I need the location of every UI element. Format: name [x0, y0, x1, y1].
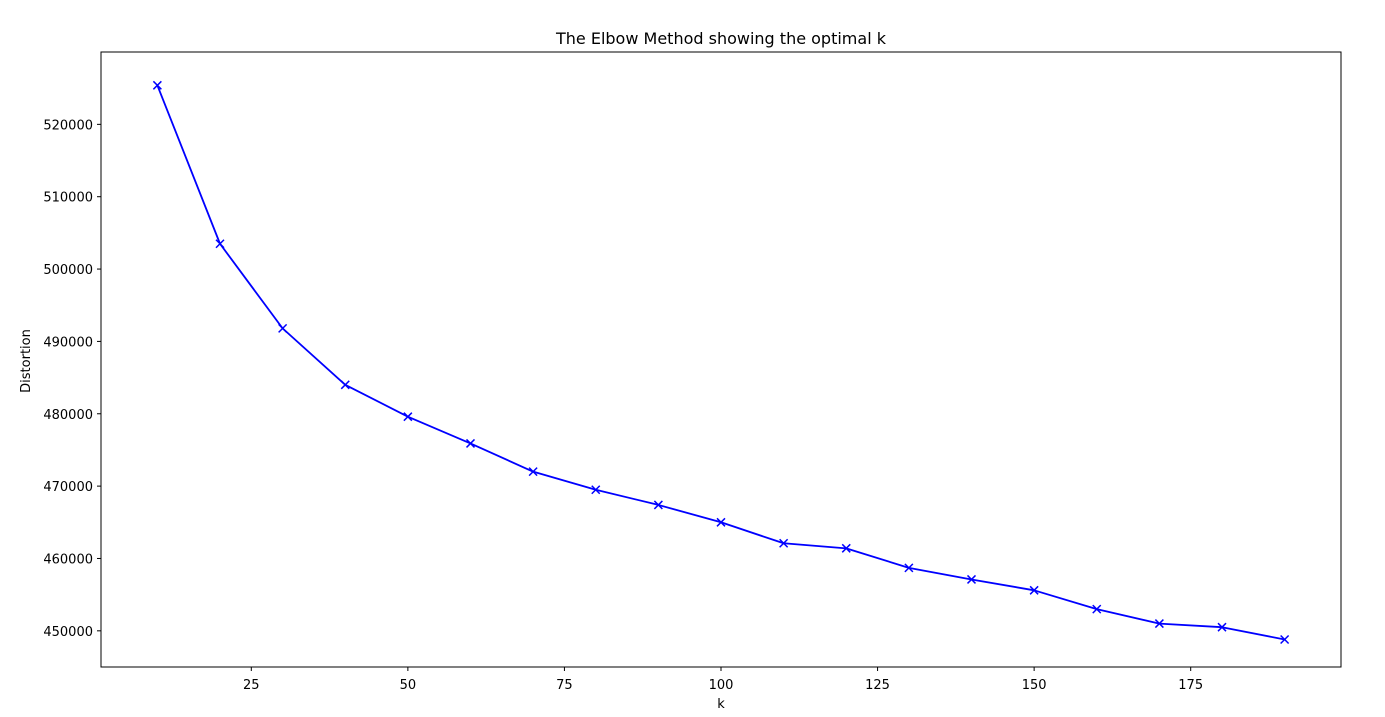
data-point-marker	[278, 323, 288, 333]
y-tick-label: 460000	[43, 552, 93, 567]
data-point-marker	[1092, 604, 1102, 614]
x-tick-label: 175	[1178, 678, 1203, 693]
data-point-marker	[1029, 585, 1039, 595]
y-tick-label: 510000	[43, 191, 93, 206]
x-tick-label: 125	[865, 678, 890, 693]
data-point-marker	[841, 543, 851, 553]
y-tick-label: 500000	[43, 263, 93, 278]
data-point-marker	[152, 80, 162, 90]
data-point-marker	[716, 517, 726, 527]
data-point-marker	[403, 412, 413, 422]
data-point-marker	[1280, 634, 1290, 645]
x-tick-label: 100	[709, 678, 734, 693]
x-tick-label: 75	[556, 678, 573, 693]
data-point-marker	[591, 485, 601, 495]
data-point-marker	[904, 563, 914, 573]
x-axis-ticks: 25 50 75 100 125 150 175	[243, 667, 1203, 693]
data-point-marker	[1154, 619, 1164, 629]
x-tick-label: 50	[400, 678, 417, 693]
data-point-marker	[528, 467, 538, 477]
y-tick-label: 480000	[43, 408, 93, 423]
data-point-marker	[1217, 622, 1227, 632]
data-point-marker	[340, 380, 350, 390]
data-point-marker	[653, 500, 663, 510]
y-axis-ticks: 450000 460000 470000 480000 490000 500000 5100…	[43, 118, 101, 640]
plot-series	[152, 80, 1290, 645]
y-tick-label: 450000	[43, 625, 93, 640]
y-tick-label: 490000	[43, 335, 93, 350]
y-tick-label: 520000	[43, 118, 93, 133]
chart-title: The Elbow Method showing the optimal k	[555, 29, 887, 48]
x-tick-label: 150	[1022, 678, 1047, 693]
data-point-marker	[966, 574, 977, 584]
plot-frame	[100, 51, 1342, 668]
data-point-marker	[215, 239, 225, 249]
y-tick-label: 470000	[43, 480, 93, 495]
x-axis-label: k	[717, 697, 725, 712]
x-tick-label: 25	[243, 678, 260, 693]
data-point-marker	[465, 438, 476, 448]
data-point-marker	[779, 538, 789, 548]
y-axis-label: Distortion	[19, 329, 34, 393]
